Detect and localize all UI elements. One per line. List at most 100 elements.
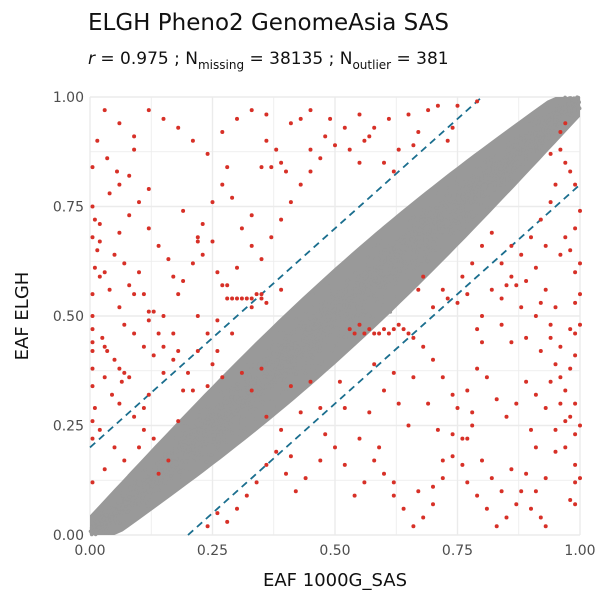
bulk-point: [291, 369, 296, 373]
outlier-point: [538, 515, 543, 520]
bulk-point: [272, 378, 276, 382]
bulk-point: [546, 129, 550, 133]
bulk-point: [249, 381, 253, 385]
bulk-point: [217, 424, 221, 428]
bulk-point: [195, 451, 199, 456]
bulk-point: [540, 133, 544, 137]
outlier-point: [367, 327, 372, 332]
outlier-point: [308, 108, 313, 113]
bulk-point: [392, 268, 396, 272]
bulk-point: [238, 392, 243, 396]
outlier-point: [484, 375, 489, 380]
bulk-point: [307, 336, 311, 340]
outlier-point: [112, 252, 117, 257]
bulk-point: [330, 349, 334, 353]
bulk-point: [203, 420, 207, 425]
outlier-point: [181, 279, 186, 283]
outlier-point: [274, 147, 279, 152]
outlier-point: [499, 296, 504, 301]
bulk-point: [186, 437, 190, 442]
outlier-point: [499, 322, 504, 327]
bulk-point: [339, 307, 343, 311]
bulk-point: [355, 327, 359, 331]
bulk-point: [225, 404, 229, 408]
bulk-point: [457, 195, 462, 200]
bulk-point: [496, 178, 500, 183]
outlier-point: [161, 344, 166, 349]
bulk-point: [295, 341, 299, 345]
outlier-point: [391, 327, 396, 332]
outlier-point: [92, 265, 97, 270]
bulk-point: [241, 404, 245, 408]
outlier-point: [568, 366, 573, 371]
bulk-point: [152, 461, 156, 466]
outlier-point: [362, 331, 367, 336]
reference-lines: [89, 96, 581, 536]
bulk-point: [497, 161, 502, 166]
bulk-point: [514, 137, 518, 141]
bulk-point: [449, 225, 453, 229]
bulk-point: [527, 119, 531, 123]
bulk-point: [405, 262, 409, 266]
outlier-point: [137, 270, 141, 275]
bulk-point: [533, 131, 538, 136]
outlier-point: [568, 327, 573, 332]
bulk-point: [212, 426, 216, 431]
bulk-point: [558, 124, 563, 129]
bulk-point: [534, 145, 538, 149]
bulk-point: [448, 191, 452, 196]
bulk-point: [536, 131, 541, 135]
bulk-point: [301, 360, 305, 364]
outlier-point: [190, 138, 195, 143]
bulk-point: [457, 201, 461, 205]
outlier-point: [205, 524, 210, 529]
bulk-point: [443, 228, 447, 232]
bulk-point: [375, 246, 379, 251]
bulk-point: [133, 478, 137, 482]
outlier-point: [401, 327, 406, 332]
bulk-point: [185, 456, 190, 460]
bulk-point: [372, 248, 376, 252]
bulk-point: [152, 477, 156, 482]
x-tick-label: 0.00: [74, 543, 105, 559]
bulk-point: [445, 191, 449, 196]
bulk-point: [448, 199, 453, 204]
bulk-point: [89, 529, 94, 534]
outlier-point: [298, 116, 303, 121]
bulk-point: [338, 311, 342, 315]
bulk-point: [498, 173, 502, 178]
bulk-point: [207, 453, 211, 457]
bulk-point: [409, 224, 413, 228]
bulk-point: [465, 211, 469, 216]
bulk-point: [261, 393, 265, 397]
outlier-point: [146, 309, 151, 314]
bulk-point: [369, 295, 373, 299]
bulk-point: [311, 335, 315, 339]
bulk-point: [303, 340, 307, 344]
outlier-point: [119, 379, 124, 384]
bulk-point: [460, 187, 464, 191]
subtitle-r-text: = 0.975 ; N: [95, 49, 198, 69]
outlier-point: [102, 375, 107, 380]
bulk-point: [339, 299, 343, 304]
bulk-point: [402, 260, 407, 264]
outlier-point: [391, 169, 396, 174]
bulk-point: [196, 424, 200, 428]
bulk-point: [327, 308, 332, 312]
bulk-point: [434, 223, 438, 227]
outlier-point: [480, 314, 484, 318]
outlier-point: [455, 406, 460, 410]
outlier-point: [141, 344, 146, 349]
outlier-point: [573, 300, 578, 305]
outlier-point: [269, 165, 274, 170]
bulk-point: [139, 505, 143, 510]
bulk-point: [238, 433, 242, 437]
bulk-point: [484, 163, 488, 167]
bulk-point: [176, 439, 180, 443]
bulk-point: [279, 378, 283, 382]
outlier-point: [563, 445, 568, 450]
bulk-point: [521, 148, 526, 152]
bulk-point: [474, 200, 478, 204]
bulk-point: [550, 118, 554, 123]
bulk-point: [197, 410, 202, 414]
